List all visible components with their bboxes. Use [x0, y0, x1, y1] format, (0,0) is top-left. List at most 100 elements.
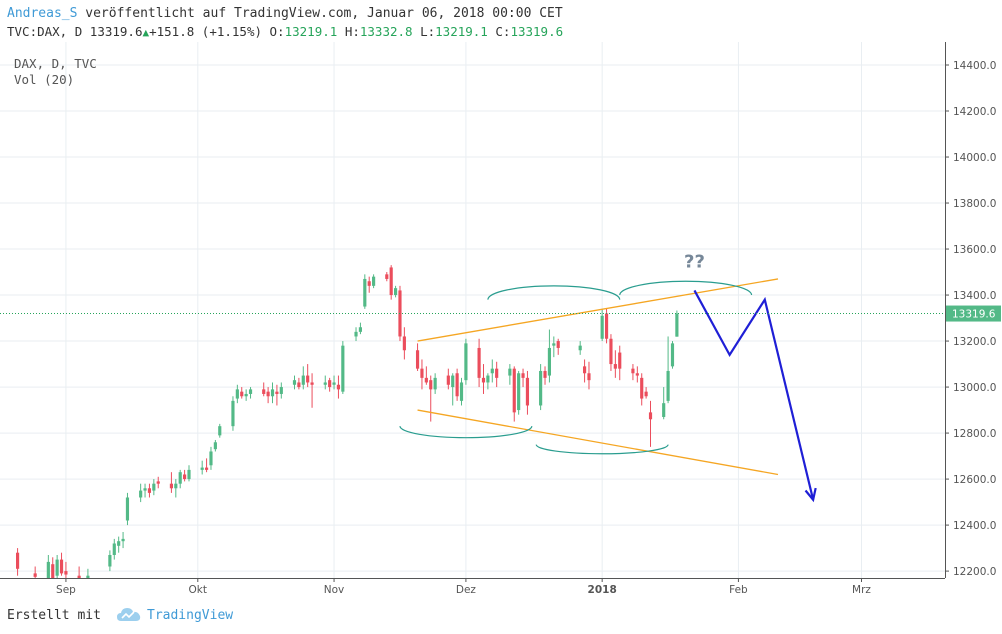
candle — [187, 465, 191, 482]
candle-body — [367, 281, 371, 286]
candle-body — [147, 488, 152, 493]
price-tick-label: 12600.0 — [953, 474, 996, 486]
candle — [648, 400, 653, 447]
candle — [139, 483, 143, 503]
candle — [543, 366, 547, 385]
candle-body — [204, 467, 209, 470]
time-tick-label: 2018 — [588, 584, 617, 596]
time-axis[interactable]: Sep Okt Nov Dez 2018 Feb Mrz — [0, 578, 1002, 600]
candle-body — [152, 483, 156, 491]
chart-background[interactable] — [0, 42, 945, 578]
candle — [372, 274, 376, 289]
candle — [235, 384, 239, 404]
candle-body — [543, 370, 547, 378]
candle — [495, 361, 499, 388]
candle — [51, 557, 55, 581]
low-value: 13219.1 — [435, 24, 488, 39]
candle-body — [521, 373, 525, 378]
candle-body — [244, 393, 248, 397]
candle — [292, 375, 297, 390]
candle-body — [578, 345, 582, 351]
candle — [117, 536, 121, 553]
price-chart[interactable]: ?? DAX, D, TVC Vol (20) 12200.012400.012… — [0, 0, 1002, 600]
candle — [429, 375, 433, 422]
candle — [609, 334, 613, 371]
candle-body — [336, 384, 341, 390]
lower-channel-line — [417, 409, 779, 476]
candle-body — [169, 483, 174, 489]
candle-body — [402, 336, 406, 351]
candle-body — [508, 368, 512, 376]
candle — [64, 561, 68, 578]
candle — [556, 338, 560, 355]
projection-path — [693, 289, 815, 501]
candle-body — [644, 391, 648, 397]
candle-body — [121, 538, 125, 542]
high-label: H: — [344, 24, 360, 39]
candle-body — [635, 373, 639, 376]
question-mark-label: ?? — [684, 251, 705, 272]
footer: Erstellt mit TradingView — [0, 600, 1002, 634]
candle-body — [332, 382, 336, 385]
candle-body — [517, 373, 521, 411]
candle-body — [262, 389, 266, 394]
candle-body — [459, 382, 464, 401]
candle — [59, 552, 64, 576]
price-tick-label: 13000.0 — [953, 382, 996, 394]
candle-body — [582, 366, 587, 374]
candle-body — [481, 377, 486, 383]
candle — [323, 375, 327, 390]
price-axis[interactable]: 12200.0 12400.0 12600.0 12800.0 13000.0 13200… — [945, 42, 1002, 578]
candle — [183, 469, 187, 482]
candle-body — [363, 278, 367, 307]
candle — [218, 423, 222, 438]
candle — [415, 343, 420, 371]
price-tick-label: 13400.0 — [953, 290, 996, 302]
candle-body — [385, 274, 389, 279]
candle-body — [323, 382, 327, 385]
candle — [455, 368, 459, 401]
candle — [55, 554, 59, 581]
candle-body — [310, 382, 314, 385]
candle — [147, 483, 152, 498]
candle — [385, 272, 389, 282]
candle-body — [248, 389, 253, 394]
candle — [266, 387, 270, 404]
candle — [393, 285, 398, 298]
candle-body — [477, 347, 481, 378]
tradingview-brand-link[interactable]: TradingView — [147, 608, 234, 623]
candle — [244, 389, 248, 401]
top-arc-1 — [487, 285, 621, 300]
candle — [477, 338, 481, 388]
candle-body — [143, 488, 147, 491]
candle — [481, 364, 486, 394]
candle-body — [112, 543, 116, 555]
candle — [341, 341, 345, 394]
candle — [662, 387, 666, 420]
candle — [209, 446, 213, 470]
candle-body — [178, 472, 182, 484]
last-price-badge-label: 13319.6 — [952, 309, 996, 321]
publish-line: Andreas_S veröffentlicht auf TradingView… — [7, 6, 563, 21]
author-link[interactable]: Andreas_S — [7, 6, 78, 21]
candle — [178, 469, 182, 489]
last-price: 13319.6 — [89, 24, 143, 39]
candle-body — [55, 559, 59, 576]
candle — [600, 308, 604, 342]
candle — [125, 492, 130, 526]
candle-body — [556, 341, 560, 348]
candle-body — [604, 313, 609, 339]
candle — [635, 366, 639, 383]
candle-body — [666, 370, 670, 401]
candle-body — [156, 481, 160, 484]
candle-body — [64, 571, 68, 575]
candle-body — [424, 377, 428, 383]
candle — [464, 338, 468, 385]
candle — [604, 308, 609, 344]
candle-body — [292, 380, 297, 385]
candle-body — [486, 375, 490, 383]
tradingview-cloud-icon[interactable] — [116, 606, 142, 630]
candle-body — [15, 552, 20, 569]
candle-body — [266, 391, 270, 397]
candle-body — [662, 403, 666, 417]
